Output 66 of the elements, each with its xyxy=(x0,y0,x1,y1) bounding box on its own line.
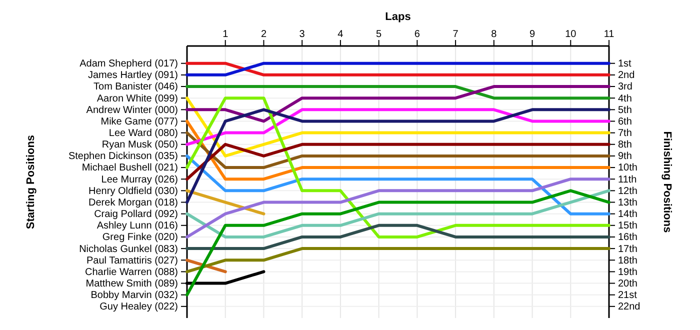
x-axis-title: Laps xyxy=(385,11,411,23)
x-tick-label: 9 xyxy=(529,29,536,40)
y-tick-label: 11th xyxy=(618,174,637,186)
y-tick-label: 9th xyxy=(618,151,632,162)
y-tick-label: 1st xyxy=(618,58,632,70)
text: Greg Finke (020) xyxy=(102,232,178,244)
text: Starting Positions xyxy=(25,134,37,230)
text: Paul Tamattiris (027) xyxy=(86,255,178,266)
x-tick-label: 2 xyxy=(260,29,267,40)
y-tick-label: 12th xyxy=(618,186,638,197)
text: Charlie Warren (088) xyxy=(85,266,178,278)
x-tick-label: 11 xyxy=(604,29,615,40)
y-tick-label: 22nd xyxy=(618,302,640,313)
line-series xyxy=(186,154,610,216)
text: Lee Murray (026) xyxy=(101,174,178,186)
text: Bobby Marvin (032) xyxy=(90,290,178,302)
text: Adam Shepherd (017) xyxy=(80,58,178,70)
y-axis-title: Finishing Positions xyxy=(661,131,673,233)
text: Stephen Dickinson (035) xyxy=(68,151,178,162)
y-tick-label: 8th xyxy=(618,140,632,151)
text: Mike Game (077) xyxy=(100,116,178,128)
text: Tom Banister (046) xyxy=(94,82,178,93)
line-series xyxy=(186,108,610,146)
x-tick-label: 1 xyxy=(222,29,229,40)
y-tick-label: 15th xyxy=(618,220,638,232)
y-tick-label: 13th xyxy=(618,197,638,208)
y-tick-label: 19th xyxy=(618,266,638,278)
y-tick-label: 21st xyxy=(618,290,638,302)
y-tick-label: 17th xyxy=(618,244,638,255)
x-tick-label: 5 xyxy=(376,29,382,40)
x-tick-label: 6 xyxy=(414,29,420,40)
line-series xyxy=(186,96,610,238)
text: Aaron White (099) xyxy=(96,93,178,104)
x-tick-label: 3 xyxy=(299,29,306,40)
text: Henry Oldfield (030) xyxy=(88,186,178,197)
text: Lee Ward (080) xyxy=(108,128,178,140)
y-tick-label: 4th xyxy=(618,93,632,104)
text: Andrew Winter (000) xyxy=(86,104,178,116)
y-tick-label: 10th xyxy=(618,162,638,174)
y-tick-label: 6th xyxy=(618,116,632,128)
x-tick-label: 7 xyxy=(452,29,459,40)
x-tick-label: 8 xyxy=(491,29,498,40)
text: Michael Bushell (021) xyxy=(82,162,178,174)
y-tick-label: 7th xyxy=(618,128,632,140)
y-tick-label: 2nd xyxy=(618,70,635,82)
line-series xyxy=(186,189,610,238)
line-series xyxy=(186,85,610,123)
text: Ryan Musk (050) xyxy=(102,140,178,151)
text: Nicholas Gunkel (083) xyxy=(79,244,178,255)
line-series xyxy=(186,178,610,238)
y-tick-label: 20th xyxy=(618,278,638,290)
y-tick-label: 3rd xyxy=(618,82,632,93)
line-series xyxy=(186,96,610,158)
text: James Hartley (091) xyxy=(88,70,178,82)
x-tick-label: 4 xyxy=(338,29,344,40)
text: Derek Morgan (018) xyxy=(88,197,178,208)
text: Matthew Smith (089) xyxy=(86,278,178,290)
text: Guy Healey (022) xyxy=(100,302,178,313)
y-tick-label: 16th xyxy=(618,232,638,244)
y-tick-label: 18th xyxy=(618,255,638,266)
y-tick-label: 14th xyxy=(618,209,638,220)
x-tick-label: 10 xyxy=(565,29,577,40)
y-tick-label: 5th xyxy=(618,104,632,116)
text: Ashley Lunn (016) xyxy=(96,220,178,232)
line-series xyxy=(186,189,610,296)
text: Craig Pollard (092) xyxy=(94,209,178,220)
